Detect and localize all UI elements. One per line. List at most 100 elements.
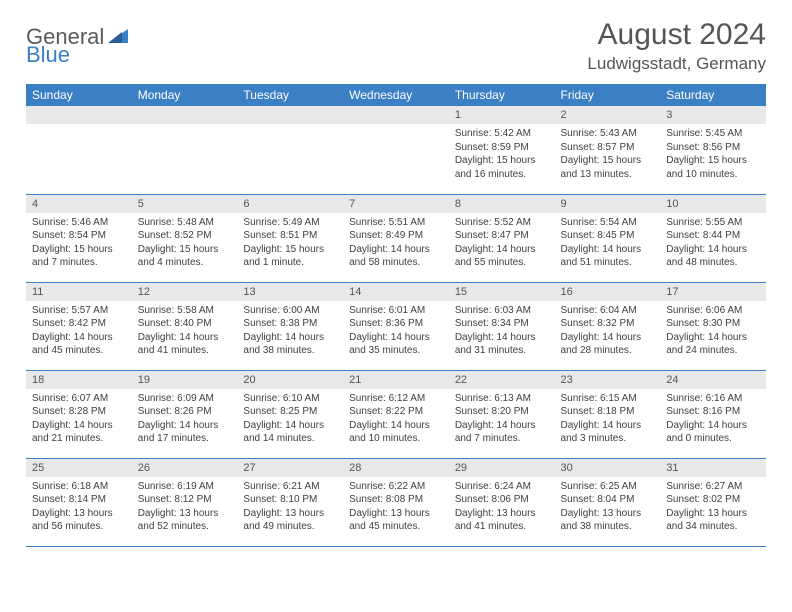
sunrise-text: Sunrise: 6:00 AM (243, 304, 337, 318)
day-details: Sunrise: 5:43 AMSunset: 8:57 PMDaylight:… (555, 124, 661, 187)
day-number: 12 (132, 283, 238, 301)
sunset-text: Sunset: 8:10 PM (243, 493, 337, 507)
calendar-cell: 29Sunrise: 6:24 AMSunset: 8:06 PMDayligh… (449, 458, 555, 546)
sunrise-text: Sunrise: 5:58 AM (138, 304, 232, 318)
sunset-text: Sunset: 8:18 PM (561, 405, 655, 419)
sunrise-text: Sunrise: 6:13 AM (455, 392, 549, 406)
sunrise-text: Sunrise: 6:19 AM (138, 480, 232, 494)
logo-triangle-icon (108, 27, 128, 48)
daylight-text: Daylight: 14 hours and 58 minutes. (349, 243, 443, 270)
day-details: Sunrise: 6:22 AMSunset: 8:08 PMDaylight:… (343, 477, 449, 540)
logo-text-2: Blue (26, 42, 70, 67)
sunset-text: Sunset: 8:40 PM (138, 317, 232, 331)
sunset-text: Sunset: 8:49 PM (349, 229, 443, 243)
sunrise-text: Sunrise: 5:55 AM (666, 216, 760, 230)
day-number-empty (132, 106, 238, 124)
day-number: 28 (343, 459, 449, 477)
day-details: Sunrise: 5:58 AMSunset: 8:40 PMDaylight:… (132, 301, 238, 364)
day-details: Sunrise: 5:49 AMSunset: 8:51 PMDaylight:… (237, 213, 343, 276)
daylight-text: Daylight: 13 hours and 45 minutes. (349, 507, 443, 534)
calendar-body: 1Sunrise: 5:42 AMSunset: 8:59 PMDaylight… (26, 106, 766, 546)
day-number: 6 (237, 195, 343, 213)
sunrise-text: Sunrise: 5:43 AM (561, 127, 655, 141)
day-number: 15 (449, 283, 555, 301)
daylight-text: Daylight: 13 hours and 49 minutes. (243, 507, 337, 534)
sunset-text: Sunset: 8:59 PM (455, 141, 549, 155)
day-number-empty (343, 106, 449, 124)
day-number: 24 (660, 371, 766, 389)
daylight-text: Daylight: 15 hours and 16 minutes. (455, 154, 549, 181)
sunset-text: Sunset: 8:04 PM (561, 493, 655, 507)
day-header: Monday (132, 84, 238, 106)
day-details: Sunrise: 6:07 AMSunset: 8:28 PMDaylight:… (26, 389, 132, 452)
day-header: Tuesday (237, 84, 343, 106)
day-number-empty (237, 106, 343, 124)
daylight-text: Daylight: 14 hours and 0 minutes. (666, 419, 760, 446)
day-details: Sunrise: 5:46 AMSunset: 8:54 PMDaylight:… (26, 213, 132, 276)
day-number: 26 (132, 459, 238, 477)
day-number: 11 (26, 283, 132, 301)
day-details: Sunrise: 6:16 AMSunset: 8:16 PMDaylight:… (660, 389, 766, 452)
daylight-text: Daylight: 14 hours and 21 minutes. (32, 419, 126, 446)
calendar-cell (132, 106, 238, 194)
day-details: Sunrise: 5:55 AMSunset: 8:44 PMDaylight:… (660, 213, 766, 276)
day-number: 14 (343, 283, 449, 301)
sunrise-text: Sunrise: 6:24 AM (455, 480, 549, 494)
calendar-cell: 22Sunrise: 6:13 AMSunset: 8:20 PMDayligh… (449, 370, 555, 458)
day-details: Sunrise: 6:06 AMSunset: 8:30 PMDaylight:… (660, 301, 766, 364)
calendar-head: SundayMondayTuesdayWednesdayThursdayFrid… (26, 84, 766, 106)
day-number: 21 (343, 371, 449, 389)
day-number: 16 (555, 283, 661, 301)
daylight-text: Daylight: 14 hours and 41 minutes. (138, 331, 232, 358)
sunrise-text: Sunrise: 6:06 AM (666, 304, 760, 318)
calendar-cell: 17Sunrise: 6:06 AMSunset: 8:30 PMDayligh… (660, 282, 766, 370)
day-number: 30 (555, 459, 661, 477)
sunset-text: Sunset: 8:34 PM (455, 317, 549, 331)
day-number: 8 (449, 195, 555, 213)
day-details: Sunrise: 5:52 AMSunset: 8:47 PMDaylight:… (449, 213, 555, 276)
calendar-cell (343, 106, 449, 194)
sunset-text: Sunset: 8:36 PM (349, 317, 443, 331)
calendar-cell: 26Sunrise: 6:19 AMSunset: 8:12 PMDayligh… (132, 458, 238, 546)
calendar-cell: 30Sunrise: 6:25 AMSunset: 8:04 PMDayligh… (555, 458, 661, 546)
calendar-cell: 3Sunrise: 5:45 AMSunset: 8:56 PMDaylight… (660, 106, 766, 194)
sunrise-text: Sunrise: 5:51 AM (349, 216, 443, 230)
daylight-text: Daylight: 14 hours and 45 minutes. (32, 331, 126, 358)
sunset-text: Sunset: 8:56 PM (666, 141, 760, 155)
sunset-text: Sunset: 8:54 PM (32, 229, 126, 243)
calendar-cell: 16Sunrise: 6:04 AMSunset: 8:32 PMDayligh… (555, 282, 661, 370)
calendar-cell: 20Sunrise: 6:10 AMSunset: 8:25 PMDayligh… (237, 370, 343, 458)
sunrise-text: Sunrise: 6:07 AM (32, 392, 126, 406)
day-number: 22 (449, 371, 555, 389)
day-number: 31 (660, 459, 766, 477)
calendar-cell: 27Sunrise: 6:21 AMSunset: 8:10 PMDayligh… (237, 458, 343, 546)
daylight-text: Daylight: 14 hours and 38 minutes. (243, 331, 337, 358)
logo-line2: Blue (26, 42, 70, 68)
calendar-cell: 11Sunrise: 5:57 AMSunset: 8:42 PMDayligh… (26, 282, 132, 370)
day-number: 13 (237, 283, 343, 301)
sunrise-text: Sunrise: 6:03 AM (455, 304, 549, 318)
daylight-text: Daylight: 14 hours and 31 minutes. (455, 331, 549, 358)
day-number: 5 (132, 195, 238, 213)
day-details: Sunrise: 6:27 AMSunset: 8:02 PMDaylight:… (660, 477, 766, 540)
day-details: Sunrise: 5:54 AMSunset: 8:45 PMDaylight:… (555, 213, 661, 276)
day-number: 4 (26, 195, 132, 213)
daylight-text: Daylight: 15 hours and 10 minutes. (666, 154, 760, 181)
sunrise-text: Sunrise: 6:27 AM (666, 480, 760, 494)
calendar-cell: 10Sunrise: 5:55 AMSunset: 8:44 PMDayligh… (660, 194, 766, 282)
sunset-text: Sunset: 8:25 PM (243, 405, 337, 419)
sunset-text: Sunset: 8:57 PM (561, 141, 655, 155)
sunrise-text: Sunrise: 5:52 AM (455, 216, 549, 230)
calendar-cell: 6Sunrise: 5:49 AMSunset: 8:51 PMDaylight… (237, 194, 343, 282)
sunset-text: Sunset: 8:28 PM (32, 405, 126, 419)
sunset-text: Sunset: 8:02 PM (666, 493, 760, 507)
calendar-cell: 31Sunrise: 6:27 AMSunset: 8:02 PMDayligh… (660, 458, 766, 546)
sunrise-text: Sunrise: 5:46 AM (32, 216, 126, 230)
calendar-week: 4Sunrise: 5:46 AMSunset: 8:54 PMDaylight… (26, 194, 766, 282)
day-details: Sunrise: 6:13 AMSunset: 8:20 PMDaylight:… (449, 389, 555, 452)
day-number: 3 (660, 106, 766, 124)
day-details: Sunrise: 6:12 AMSunset: 8:22 PMDaylight:… (343, 389, 449, 452)
header: General August 2024 Ludwigsstadt, German… (26, 18, 766, 74)
calendar-table: SundayMondayTuesdayWednesdayThursdayFrid… (26, 84, 766, 547)
daylight-text: Daylight: 14 hours and 7 minutes. (455, 419, 549, 446)
